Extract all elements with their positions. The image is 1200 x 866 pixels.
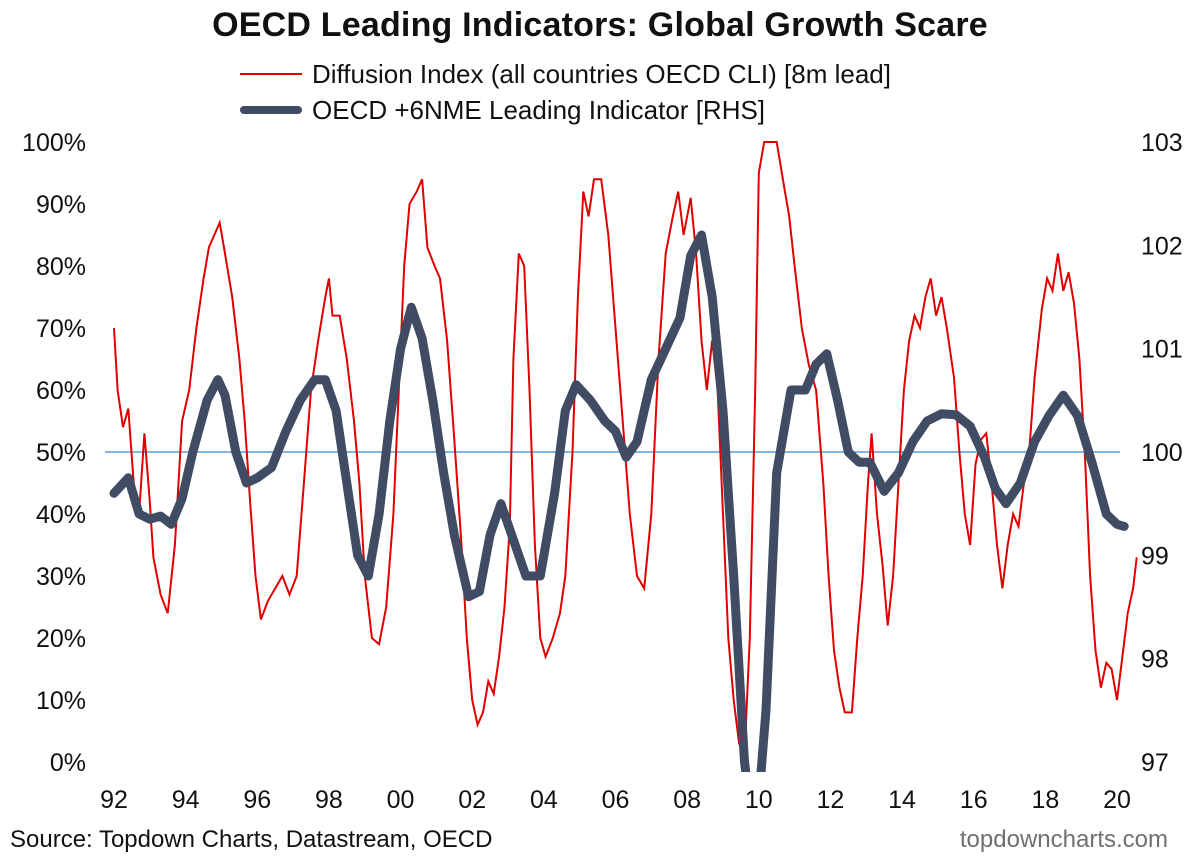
y-right-tick-label: 97	[1141, 749, 1169, 777]
legend-item-cli: OECD +6NME Leading Indicator [RHS]	[240, 92, 891, 128]
y-right-tick-label: 98	[1141, 646, 1169, 674]
x-tick-label: 94	[172, 786, 200, 814]
x-tick-label: 10	[745, 786, 773, 814]
legend-swatch-cli	[240, 106, 302, 114]
legend-swatch-diffusion	[240, 73, 302, 75]
x-tick-label: 08	[673, 786, 701, 814]
legend: Diffusion Index (all countries OECD CLI)…	[240, 56, 891, 128]
y-right-tick-label: 101	[1141, 336, 1183, 364]
legend-item-diffusion: Diffusion Index (all countries OECD CLI)…	[240, 56, 891, 92]
y-left-tick-label: 30%	[36, 563, 86, 591]
y-left-tick-label: 90%	[36, 191, 86, 219]
y-left-tick-label: 100%	[22, 129, 86, 157]
x-tick-label: 12	[817, 786, 845, 814]
y-right-tick-label: 103	[1141, 129, 1183, 157]
y-left-tick-label: 70%	[36, 315, 86, 343]
y-left-tick-label: 60%	[36, 377, 86, 405]
chart-title: OECD Leading Indicators: Global Growth S…	[212, 6, 988, 44]
y-right-tick-label: 99	[1141, 542, 1169, 570]
x-tick-label: 98	[315, 786, 343, 814]
brand-watermark: topdowncharts.com	[959, 826, 1168, 853]
y-right-tick-label: 100	[1141, 439, 1183, 467]
series-line-oecd-leading-indicator	[109, 230, 1129, 772]
source-note: Source: Topdown Charts, Datastream, OECD	[10, 826, 493, 853]
x-tick-label: 06	[602, 786, 630, 814]
y-left-tick-label: 0%	[50, 749, 86, 777]
y-left-tick-label: 40%	[36, 501, 86, 529]
x-tick-label: 96	[243, 786, 271, 814]
x-tick-label: 04	[530, 786, 558, 814]
y-left-tick-label: 50%	[36, 439, 86, 467]
y-left-tick-label: 10%	[36, 687, 86, 715]
x-tick-label: 92	[100, 786, 128, 814]
y-left-tick-label: 20%	[36, 625, 86, 653]
x-tick-label: 14	[888, 786, 916, 814]
legend-label-cli: OECD +6NME Leading Indicator [RHS]	[312, 94, 766, 125]
x-tick-label: 18	[1031, 786, 1059, 814]
x-tick-label: 16	[960, 786, 988, 814]
y-right-tick-label: 102	[1141, 232, 1183, 260]
legend-label-diffusion: Diffusion Index (all countries OECD CLI)…	[312, 58, 891, 89]
x-tick-label: 02	[458, 786, 486, 814]
x-tick-label: 20	[1103, 786, 1131, 814]
x-tick-label: 00	[387, 786, 415, 814]
y-left-tick-label: 80%	[36, 253, 86, 281]
